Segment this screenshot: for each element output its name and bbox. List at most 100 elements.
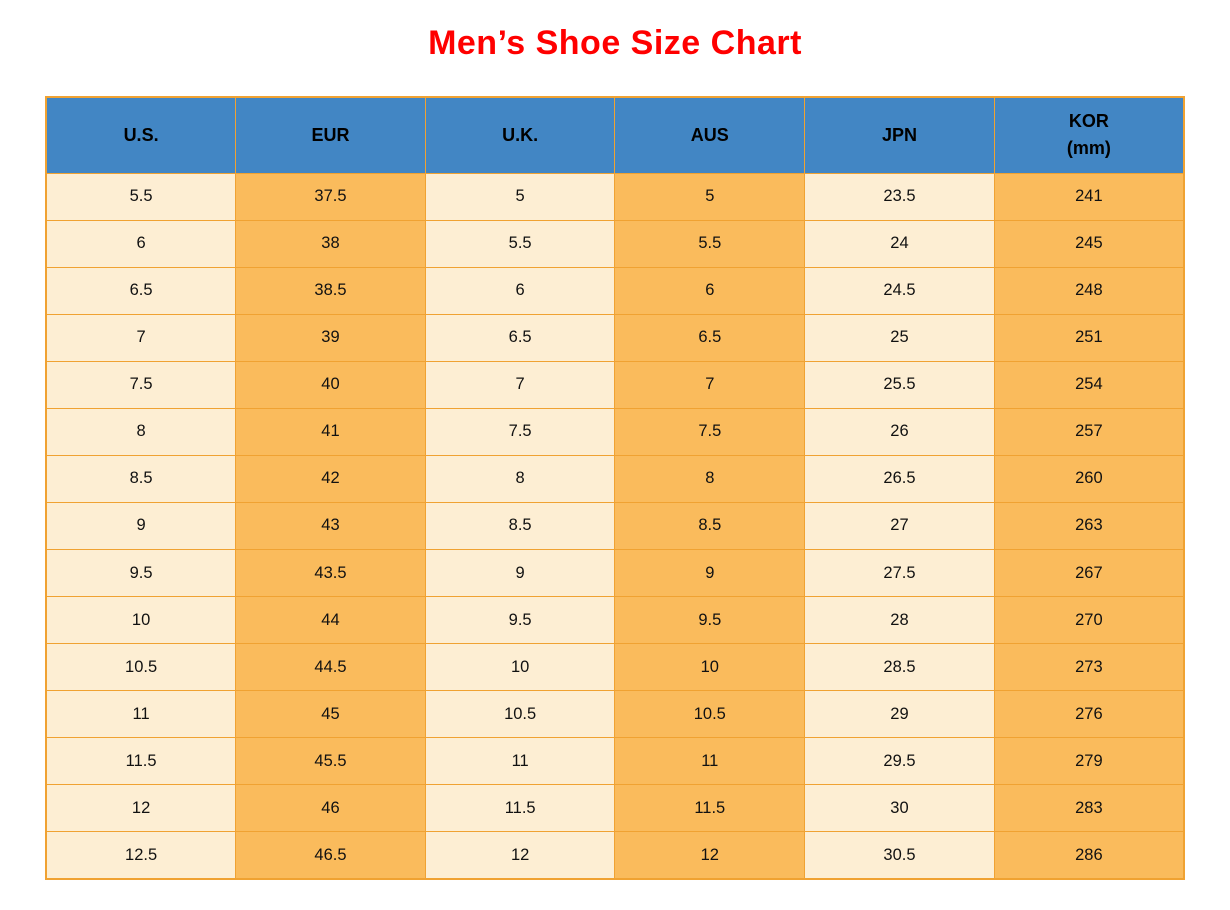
table-cell: 41 [235, 407, 426, 456]
page-title: Men’s Shoe Size Chart [428, 24, 802, 62]
table-cell: 45.5 [235, 737, 426, 786]
table-cell: 276 [993, 690, 1185, 739]
table-row: 8.5 42 8 8 26.5 260 [45, 454, 1185, 503]
table-cell: 6 [424, 266, 616, 315]
table-cell: 9.5 [614, 596, 806, 645]
table-cell: 12 [45, 784, 237, 833]
table-cell: 11 [424, 737, 616, 786]
table-row: 11 45 10.5 10.5 29 276 [45, 690, 1185, 739]
table-row: 7 39 6.5 6.5 25 251 [45, 313, 1185, 362]
table-cell: 11.5 [45, 737, 237, 786]
table-body: 5.5 37.5 5 5 23.5 241 6 38 5.5 5.5 24 245 6.5 38.5 6 6 2… [45, 172, 1185, 880]
table-cell: 43 [235, 501, 426, 551]
table-row: 12.5 46.5 12 12 30.5 286 [45, 831, 1185, 880]
table-cell: 45 [235, 690, 426, 739]
table-row: 9.5 43.5 9 9 27.5 267 [45, 548, 1185, 598]
table-row: 12 46 11.5 11.5 30 283 [45, 784, 1185, 833]
column-header: EUR [235, 96, 426, 174]
table-cell: 8.5 [424, 501, 616, 551]
table-cell: 23.5 [804, 172, 995, 221]
table-cell: 25 [804, 313, 995, 362]
table-cell: 273 [993, 643, 1185, 692]
table-cell: 9 [614, 548, 806, 598]
table-cell: 7.5 [614, 407, 806, 456]
table-cell: 28 [804, 596, 995, 645]
table-cell: 8.5 [45, 454, 237, 503]
table-cell: 30.5 [804, 831, 995, 880]
table-cell: 245 [993, 219, 1185, 268]
table-cell: 7.5 [424, 407, 616, 456]
column-header: U.S. [45, 96, 237, 174]
table-cell: 9 [424, 548, 616, 598]
table-cell: 9.5 [424, 596, 616, 645]
table-cell: 6.5 [614, 313, 806, 362]
table-cell: 24 [804, 219, 995, 268]
table-cell: 6 [614, 266, 806, 315]
table-cell: 9.5 [45, 548, 237, 598]
table-cell: 27.5 [804, 548, 995, 598]
table-cell: 5 [614, 172, 806, 221]
table-cell: 8.5 [614, 501, 806, 551]
table-cell: 8 [614, 454, 806, 503]
table-cell: 26 [804, 407, 995, 456]
table-cell: 260 [993, 454, 1185, 503]
column-header: AUS [614, 96, 806, 174]
table-cell: 6.5 [424, 313, 616, 362]
table-row: 6.5 38.5 6 6 24.5 248 [45, 266, 1185, 315]
shoe-size-table: U.S. EUR U.K. AUS JPN KOR (mm) 5.5 37.5 5 5 23.5 2… [45, 96, 1185, 880]
table-cell: 5 [424, 172, 616, 221]
table-cell: 8 [45, 407, 237, 456]
table-cell: 11.5 [424, 784, 616, 833]
table-cell: 10.5 [424, 690, 616, 739]
table-cell: 6 [45, 219, 237, 268]
table-row: 10 44 9.5 9.5 28 270 [45, 596, 1185, 645]
table-cell: 10.5 [614, 690, 806, 739]
table-cell: 10 [614, 643, 806, 692]
table-cell: 5.5 [424, 219, 616, 268]
table-cell: 12.5 [45, 831, 237, 880]
table-cell: 25.5 [804, 360, 995, 409]
table-cell: 7 [614, 360, 806, 409]
table-cell: 267 [993, 548, 1185, 598]
table-cell: 39 [235, 313, 426, 362]
table-cell: 5.5 [45, 172, 237, 221]
table-cell: 29.5 [804, 737, 995, 786]
table-cell: 7 [424, 360, 616, 409]
table-cell: 283 [993, 784, 1185, 833]
table-cell: 5.5 [614, 219, 806, 268]
table-cell: 12 [614, 831, 806, 880]
table-row: 10.5 44.5 10 10 28.5 273 [45, 643, 1185, 692]
table-cell: 7.5 [45, 360, 237, 409]
table-cell: 40 [235, 360, 426, 409]
table-cell: 10 [45, 596, 237, 645]
table-cell: 257 [993, 407, 1185, 456]
table-cell: 28.5 [804, 643, 995, 692]
table-cell: 44.5 [235, 643, 426, 692]
table-cell: 12 [424, 831, 616, 880]
header-row: U.S. EUR U.K. AUS JPN KOR (mm) [45, 96, 1185, 174]
table-cell: 42 [235, 454, 426, 503]
table-cell: 11.5 [614, 784, 806, 833]
table-row: 6 38 5.5 5.5 24 245 [45, 219, 1185, 268]
table-row: 9 43 8.5 8.5 27 263 [45, 501, 1185, 551]
table-cell: 241 [993, 172, 1185, 221]
column-header: JPN [804, 96, 995, 174]
table-cell: 44 [235, 596, 426, 645]
table-cell: 46 [235, 784, 426, 833]
table-cell: 6.5 [45, 266, 237, 315]
table-row: 7.5 40 7 7 25.5 254 [45, 360, 1185, 409]
column-header: U.K. [424, 96, 616, 174]
table-row: 8 41 7.5 7.5 26 257 [45, 407, 1185, 456]
table-cell: 270 [993, 596, 1185, 645]
table-cell: 11 [45, 690, 237, 739]
table-cell: 27 [804, 501, 995, 551]
table-cell: 251 [993, 313, 1185, 362]
table-cell: 10 [424, 643, 616, 692]
column-header: KOR (mm) [993, 96, 1185, 174]
table-cell: 254 [993, 360, 1185, 409]
table-cell: 11 [614, 737, 806, 786]
table-cell: 46.5 [235, 831, 426, 880]
table-cell: 7 [45, 313, 237, 362]
table-cell: 30 [804, 784, 995, 833]
table-cell: 37.5 [235, 172, 426, 221]
